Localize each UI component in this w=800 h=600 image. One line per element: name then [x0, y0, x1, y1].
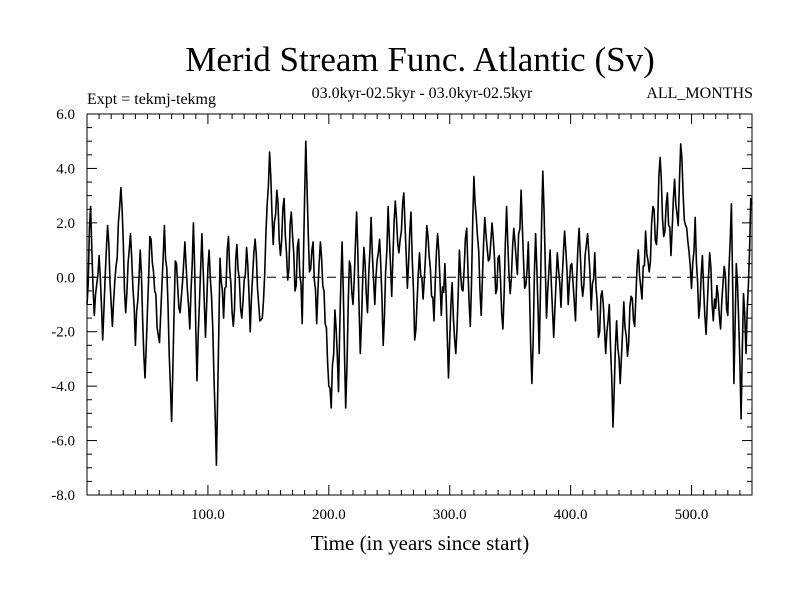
experiment-label: Expt = tekmj-tekmg: [87, 91, 216, 108]
y-tick-label: 4.0: [56, 161, 75, 177]
x-tick-label: 200.0: [312, 507, 346, 523]
x-tick-label: 400.0: [554, 507, 588, 523]
x-tick-label: 300.0: [433, 507, 467, 523]
x-tick-label: 100.0: [191, 507, 225, 523]
x-axis-label: Time (in years since start): [311, 531, 530, 555]
series-line: [86, 140, 753, 466]
period-label: 03.0kyr-02.5kyr - 03.0kyr-02.5kyr: [312, 85, 533, 102]
y-tick-label: -8.0: [51, 488, 75, 504]
series-layer: [86, 140, 753, 466]
y-tick-label: 2.0: [56, 216, 75, 232]
y-tick-label: -6.0: [51, 434, 75, 450]
y-tick-label: -2.0: [51, 325, 75, 341]
axis-ticks: 100.0 200.0 300.0 400.0 500.0 6.0 4.0 2.0 0.0 -2.…: [51, 107, 753, 523]
y-tick-label: 6.0: [56, 107, 75, 123]
x-tick-label: 500.0: [675, 507, 709, 523]
chart-title: Merid Stream Func. Atlantic (Sv): [185, 40, 655, 79]
y-tick-label: 0.0: [56, 270, 75, 286]
months-label: ALL_MONTHS: [646, 85, 753, 102]
plot-frame: [86, 113, 753, 496]
y-tick-label: -4.0: [51, 379, 75, 395]
